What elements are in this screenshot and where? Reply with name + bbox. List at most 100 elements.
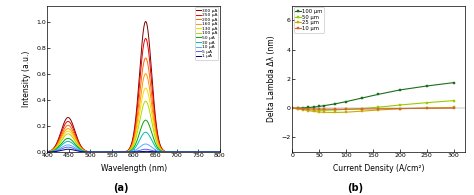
- 130 μA: [45, 151, 50, 153]
- 1 μA: [217, 151, 223, 153]
- 100 μm: [359, 97, 365, 99]
- X-axis label: Current Density (A/cm²): Current Density (A/cm²): [333, 164, 424, 173]
- 10 μm: [424, 107, 429, 109]
- 100 μm: [375, 93, 381, 96]
- 5 μA: [65, 146, 71, 148]
- 25 μm: [343, 111, 349, 113]
- 300 μA: [74, 137, 80, 139]
- 5 μA: [111, 151, 117, 153]
- X-axis label: Wavelength (nm): Wavelength (nm): [100, 164, 167, 173]
- 300 μA: [110, 151, 116, 153]
- 50 μm: [322, 109, 328, 111]
- 25 μm: [289, 107, 295, 109]
- 10 μm: [300, 107, 306, 110]
- 1 μA: [195, 151, 201, 153]
- 50 μm: [305, 108, 311, 111]
- 25 μm: [332, 111, 338, 114]
- 250 μA: [74, 138, 80, 141]
- 200 μA: [74, 140, 80, 142]
- 1 μA: [214, 151, 219, 153]
- 10 μm: [311, 108, 317, 110]
- 10 μA: [118, 151, 124, 153]
- 30 μA: [143, 131, 148, 133]
- 10 μA: [110, 151, 116, 153]
- Line: 25 μm: 25 μm: [291, 106, 455, 114]
- 50 μA: [45, 151, 50, 153]
- 25 μm: [322, 111, 328, 113]
- 10 μm: [451, 107, 456, 109]
- 30 μA: [195, 151, 201, 153]
- 160 μA: [64, 128, 70, 130]
- 25 μm: [300, 108, 306, 111]
- Line: 130 μA: 130 μA: [47, 88, 220, 152]
- 130 μA: [217, 151, 223, 153]
- 100 μm: [332, 103, 338, 105]
- 10 μm: [359, 108, 365, 110]
- 300 μA: [118, 151, 124, 153]
- 200 μA: [64, 124, 70, 127]
- 130 μA: [74, 142, 80, 145]
- 50 μA: [64, 137, 70, 140]
- 25 μm: [295, 108, 301, 110]
- 10 μA: [143, 143, 148, 145]
- 25 μm: [316, 111, 322, 113]
- 100 μm: [311, 106, 317, 108]
- 100 μm: [316, 105, 322, 108]
- 100 μA: [110, 151, 116, 153]
- 5 μA: [74, 149, 80, 151]
- 25 μm: [359, 110, 365, 112]
- 250 μA: [214, 151, 219, 153]
- Line: 300 μA: 300 μA: [47, 21, 220, 152]
- 250 μA: [217, 151, 223, 153]
- 250 μA: [45, 151, 50, 153]
- 50 μm: [289, 107, 295, 109]
- 130 μA: [214, 151, 219, 153]
- 10 μm: [305, 108, 311, 110]
- 300 μA: [143, 20, 148, 23]
- 160 μA: [217, 151, 223, 153]
- 5 μA: [214, 151, 219, 153]
- 100 μA: [195, 151, 201, 153]
- 200 μA: [45, 151, 50, 153]
- 1 μA: [65, 148, 71, 150]
- 130 μA: [64, 130, 70, 133]
- 50 μm: [359, 107, 365, 110]
- Text: (a): (a): [113, 183, 128, 193]
- 1 μA: [111, 151, 117, 153]
- 50 μA: [110, 151, 116, 153]
- Line: 10 μm: 10 μm: [291, 107, 455, 111]
- Y-axis label: Intensity (a.u.): Intensity (a.u.): [22, 51, 31, 107]
- 250 μA: [64, 121, 70, 123]
- 30 μA: [214, 151, 219, 153]
- 100 μm: [295, 107, 301, 109]
- 50 μm: [397, 104, 403, 106]
- 200 μA: [214, 151, 219, 153]
- 160 μA: [45, 151, 50, 153]
- 10 μm: [322, 108, 328, 110]
- 25 μm: [424, 107, 429, 109]
- 50 μA: [74, 145, 80, 148]
- 30 μA: [110, 151, 116, 153]
- Line: 200 μA: 200 μA: [47, 58, 220, 152]
- Line: 100 μm: 100 μm: [291, 81, 455, 110]
- 30 μA: [74, 146, 80, 149]
- 300 μA: [195, 151, 201, 153]
- 130 μA: [195, 151, 201, 153]
- Line: 50 μm: 50 μm: [291, 99, 455, 112]
- 100 μm: [289, 107, 295, 109]
- 50 μA: [217, 151, 223, 153]
- 100 μm: [305, 106, 311, 109]
- 10 μA: [74, 148, 80, 150]
- 200 μA: [217, 151, 223, 153]
- 50 μm: [300, 108, 306, 110]
- 50 μm: [295, 107, 301, 110]
- 250 μA: [110, 151, 116, 153]
- 200 μA: [118, 151, 124, 153]
- Line: 160 μA: 160 μA: [47, 74, 220, 152]
- 130 μA: [110, 151, 116, 153]
- 50 μm: [451, 99, 456, 102]
- 30 μA: [118, 151, 124, 153]
- 50 μm: [343, 108, 349, 111]
- 300 μA: [217, 151, 223, 153]
- 30 μA: [45, 151, 50, 153]
